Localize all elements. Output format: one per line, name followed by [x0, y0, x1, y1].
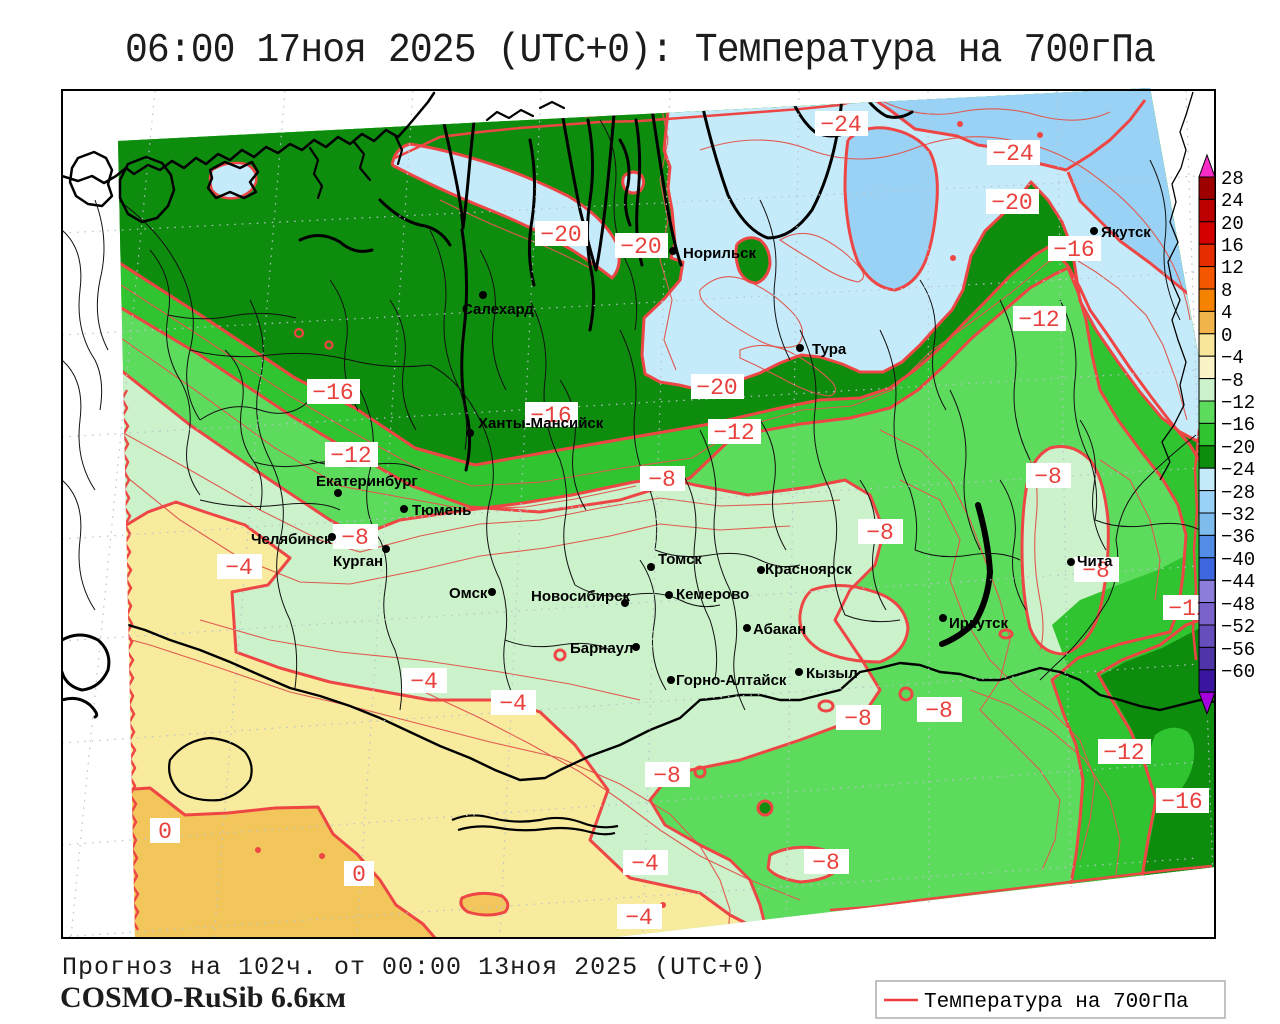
- svg-text:−20: −20: [620, 234, 661, 260]
- svg-text:−16: −16: [1053, 237, 1094, 263]
- svg-text:Салехард: Салехард: [462, 301, 534, 318]
- svg-text:−36: −36: [1221, 526, 1255, 548]
- svg-text:−32: −32: [1221, 504, 1255, 526]
- svg-text:−12: −12: [713, 420, 754, 446]
- svg-text:Якутск: Якутск: [1101, 224, 1151, 241]
- svg-text:Курган: Курган: [333, 553, 383, 570]
- svg-text:0: 0: [352, 862, 366, 888]
- svg-text:Тура: Тура: [812, 341, 847, 358]
- svg-text:−8: −8: [866, 520, 894, 546]
- svg-text:Ханты-Мансийск: Ханты-Мансийск: [478, 415, 604, 432]
- svg-text:−16: −16: [530, 403, 571, 429]
- svg-text:Челябинск: Челябинск: [251, 531, 332, 548]
- svg-text:0: 0: [1221, 325, 1232, 347]
- svg-text:−44: −44: [1221, 571, 1255, 593]
- svg-text:Барнаул: Барнаул: [570, 640, 633, 657]
- svg-text:28: 28: [1221, 168, 1244, 190]
- svg-text:Екатеринбург: Екатеринбург: [316, 473, 418, 490]
- svg-text:−40: −40: [1221, 549, 1255, 571]
- svg-text:Иркутск: Иркутск: [949, 615, 1008, 632]
- svg-text:Горно-Алтайск: Горно-Алтайск: [676, 672, 787, 689]
- svg-text:Кемерово: Кемерово: [676, 586, 749, 603]
- svg-text:−4: −4: [499, 691, 527, 717]
- svg-text:Норильск: Норильск: [683, 245, 756, 262]
- svg-text:−8: −8: [1221, 370, 1244, 392]
- svg-text:−52: −52: [1221, 616, 1255, 638]
- svg-text:−12: −12: [1103, 740, 1144, 766]
- svg-text:4: 4: [1221, 302, 1232, 324]
- svg-text:−4: −4: [631, 851, 659, 877]
- svg-text:−12: −12: [1018, 307, 1059, 333]
- svg-text:−16: −16: [1161, 789, 1202, 815]
- svg-text:−20: −20: [540, 222, 581, 248]
- svg-text:−8: −8: [1034, 464, 1062, 490]
- svg-text:−8: −8: [653, 763, 681, 789]
- svg-text:Красноярск: Красноярск: [765, 561, 852, 578]
- svg-text:Температура на 700гПа: Температура на 700гПа: [924, 991, 1189, 1014]
- svg-text:COSMO-RuSib 6.6км: COSMO-RuSib 6.6км: [60, 981, 346, 1014]
- svg-text:−12: −12: [330, 443, 371, 469]
- svg-text:Новосибирск: Новосибирск: [531, 588, 631, 605]
- svg-text:−8: −8: [1082, 558, 1110, 584]
- svg-text:−8: −8: [925, 698, 953, 724]
- svg-text:−8: −8: [341, 525, 369, 551]
- svg-text:−4: −4: [625, 905, 653, 931]
- svg-text:Томск: Томск: [658, 551, 702, 568]
- svg-text:−60: −60: [1221, 661, 1255, 683]
- svg-text:20: 20: [1221, 213, 1244, 235]
- svg-text:24: 24: [1221, 190, 1244, 212]
- svg-text:−24: −24: [820, 112, 861, 138]
- svg-text:06:00 17ноя 2025 (UTC+0): Темп: 06:00 17ноя 2025 (UTC+0): Температура на…: [125, 28, 1155, 74]
- svg-text:−28: −28: [1221, 482, 1255, 504]
- svg-text:Тюмень: Тюмень: [412, 502, 471, 519]
- svg-text:8: 8: [1221, 280, 1232, 302]
- svg-text:−20: −20: [991, 190, 1032, 216]
- svg-text:−24: −24: [1221, 459, 1255, 481]
- svg-text:0: 0: [158, 819, 172, 845]
- svg-text:−8: −8: [844, 706, 872, 732]
- svg-text:−4: −4: [225, 555, 253, 581]
- svg-text:−56: −56: [1221, 639, 1255, 661]
- svg-text:−4: −4: [410, 669, 438, 695]
- svg-text:−8: −8: [648, 467, 676, 493]
- svg-text:−48: −48: [1221, 594, 1255, 616]
- svg-text:−20: −20: [696, 375, 737, 401]
- svg-text:−16: −16: [312, 380, 353, 406]
- svg-text:−4: −4: [1221, 347, 1244, 369]
- svg-text:−24: −24: [992, 141, 1033, 167]
- svg-text:Кызыл: Кызыл: [806, 665, 858, 682]
- svg-text:Прогноз на 102ч. от 00:00 13но: Прогноз на 102ч. от 00:00 13ноя 2025 (UT…: [62, 953, 766, 982]
- svg-text:12: 12: [1221, 257, 1244, 279]
- svg-text:−20: −20: [1221, 437, 1255, 459]
- svg-text:−8: −8: [812, 850, 840, 876]
- svg-text:−12: −12: [1221, 392, 1255, 414]
- svg-text:−16: −16: [1221, 414, 1255, 436]
- svg-text:Чита: Чита: [1077, 553, 1113, 570]
- svg-text:Абакан: Абакан: [753, 621, 806, 638]
- svg-text:16: 16: [1221, 235, 1244, 257]
- svg-text:Омск: Омск: [449, 585, 488, 602]
